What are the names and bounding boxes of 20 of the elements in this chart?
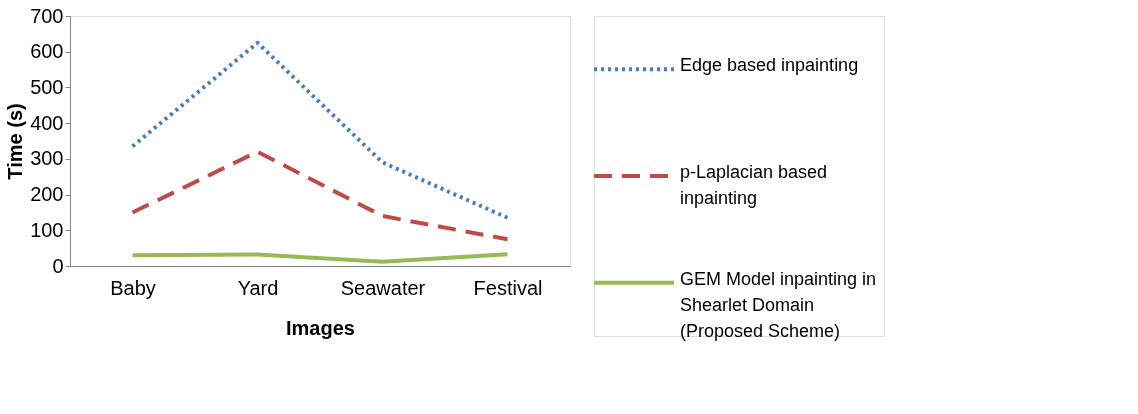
x-axis-title: Images <box>286 316 355 339</box>
y-tick-label: 400 <box>30 111 64 134</box>
x-tick-label: Seawater <box>340 276 426 299</box>
y-tick-label: 600 <box>30 40 64 63</box>
legend-label: GEM Model inpainting in Shearlet Domain (Proposed Scheme) <box>680 268 877 341</box>
y-axis-title: Time (s) <box>4 103 27 180</box>
y-tick-label: 0 <box>52 254 64 277</box>
y-tick-label: 200 <box>30 183 64 206</box>
line-series <box>130 149 510 242</box>
x-tick-label: Festival <box>473 276 543 299</box>
line-series <box>130 252 510 264</box>
y-tick-label: 500 <box>30 75 64 98</box>
y-tick-label: 100 <box>30 218 64 241</box>
line-series <box>130 40 510 220</box>
legend-label: p-Laplacian based inpainting <box>680 162 828 208</box>
x-tick-label: Baby <box>110 276 156 299</box>
legend-label: Edge based inpainting <box>680 55 859 76</box>
x-tick-label: Yard <box>237 276 279 299</box>
y-tick-label: 700 <box>30 4 64 27</box>
y-tick-label: 300 <box>30 147 64 170</box>
